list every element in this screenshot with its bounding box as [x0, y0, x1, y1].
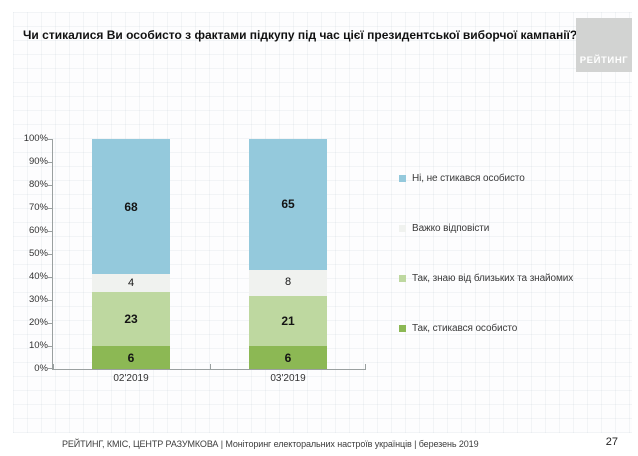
- y-tick-label: 80%: [28, 179, 48, 190]
- plot-area: 6 23 4 68 02'2019 6 21 8 65 03'2019: [48, 138, 366, 384]
- x-axis-label: 03'2019: [270, 373, 306, 384]
- legend-item: Важко відповісти: [399, 222, 489, 234]
- legend-label: Так, знаю від близьких та знайомих: [412, 272, 574, 284]
- y-tick-mark: [48, 185, 53, 186]
- x-tick-mark: [210, 364, 211, 369]
- y-tick-label: 60%: [28, 225, 48, 236]
- y-tick-label: 50%: [28, 248, 48, 259]
- y-tick-mark: [48, 346, 53, 347]
- bar-segment: 8: [249, 269, 327, 296]
- bar-segment: 21: [249, 295, 327, 347]
- y-tick-mark: [48, 231, 53, 232]
- y-tick-label: 10%: [28, 340, 48, 351]
- stacked-bar-02'2019: 6 23 4 68: [92, 139, 170, 369]
- legend: Ні, не стикався особисто Важко відповісти…: [399, 139, 635, 369]
- y-tick-mark: [48, 254, 53, 255]
- bar-segment: 68: [92, 139, 170, 275]
- y-tick-label: 90%: [28, 156, 48, 167]
- y-tick-mark: [48, 208, 53, 209]
- legend-swatch-icon: [399, 224, 406, 232]
- bar-segment: 23: [92, 292, 170, 347]
- page-title: Чи стикалися Ви особисто з фактами підку…: [23, 28, 578, 42]
- x-tick-mark: [53, 364, 54, 369]
- legend-swatch-icon: [399, 274, 406, 282]
- data-label: 6: [127, 350, 135, 365]
- data-label: 68: [124, 199, 138, 214]
- page-number: 27: [605, 436, 618, 448]
- y-tick-mark: [48, 277, 53, 278]
- legend-label: Так, стикався особисто: [412, 322, 518, 334]
- data-label: 6: [284, 350, 292, 365]
- data-label: 23: [124, 312, 138, 327]
- rating-logo-text: РЕЙТИНГ: [579, 55, 629, 66]
- x-tick-mark: [365, 364, 366, 369]
- y-tick-mark: [48, 323, 53, 324]
- legend-label: Ні, не стикався особисто: [412, 172, 525, 184]
- legend-label: Важко відповісти: [412, 222, 490, 234]
- bar-segment: 4: [92, 274, 170, 293]
- bar-segment: 65: [249, 138, 327, 270]
- y-tick-label: 100%: [23, 133, 48, 144]
- y-tick-mark: [48, 162, 53, 163]
- y-tick-mark: [48, 139, 53, 140]
- y-tick-label: 0%: [34, 363, 48, 374]
- footer-source: РЕЙТИНГ, КМІС, ЦЕНТР РАЗУМКОВА | Монітор…: [62, 439, 479, 449]
- x-axis-label: 02'2019: [113, 373, 149, 384]
- y-tick-mark: [48, 300, 53, 301]
- bar-segment: 6: [92, 346, 170, 369]
- data-label: 21: [281, 313, 295, 328]
- data-label: 4: [127, 276, 135, 289]
- y-tick-label: 20%: [28, 317, 48, 328]
- y-tick-label: 70%: [28, 202, 48, 213]
- legend-swatch-icon: [399, 174, 406, 182]
- data-label: 8: [284, 276, 292, 289]
- legend-item: Так, стикався особисто: [399, 322, 517, 334]
- bar-segment: 6: [249, 346, 327, 369]
- y-tick-label: 30%: [28, 294, 48, 305]
- legend-swatch-icon: [399, 324, 406, 332]
- legend-item: Так, знаю від близьких та знайомих: [399, 272, 573, 284]
- legend-item: Ні, не стикався особисто: [399, 172, 525, 184]
- stacked-bar-03'2019: 6 21 8 65: [249, 138, 327, 369]
- data-label: 65: [281, 197, 295, 212]
- y-tick-mark: [48, 368, 53, 369]
- rating-logo: РЕЙТИНГ: [576, 18, 632, 72]
- y-tick-label: 40%: [28, 271, 48, 282]
